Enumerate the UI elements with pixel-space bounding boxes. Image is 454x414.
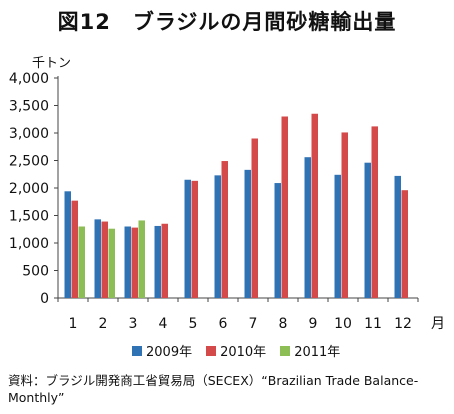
bar-2011-month-3 [138,220,145,298]
bar-2010-month-5 [191,180,198,298]
x-tick-label: 4 [159,316,168,332]
chart-title: 図12 ブラジルの月間砂糖輸出量 [57,10,397,34]
x-tick-label: 6 [219,316,228,332]
x-tick-label: 7 [249,316,258,332]
y-axis-unit-label: 千トン [32,56,72,71]
x-tick-label: 9 [309,316,318,332]
x-tick-label: 1 [69,316,78,332]
legend-label-2011: 2011年 [294,345,341,360]
x-tick-label: 5 [189,316,198,332]
legend-swatch-2009 [132,345,142,356]
x-tick-label: 12 [394,316,412,332]
legend-label-2010: 2010年 [220,345,267,360]
y-tick-label: 3,000 [9,126,49,142]
bar-2010-month-4 [161,223,168,298]
bar-2010-month-6 [221,161,228,298]
bar-2010-month-3 [131,227,138,298]
legend-item-2010: 2010年 [206,341,266,360]
bar-2011-month-2 [108,228,115,298]
y-tick-label: 0 [40,291,49,307]
legend-label-2009: 2009年 [146,345,193,360]
bar-2009-month-2 [94,219,101,298]
bar-2010-month-1 [71,200,78,298]
bar-2010-month-9 [311,113,318,298]
bar-2009-month-6 [214,175,221,298]
source-note: 資料：ブラジル開発商工省貿易局（SECEX）“Brazilian Trade B… [8,373,419,405]
x-axis-unit-label: 月 [431,316,445,332]
x-tick-label: 8 [279,316,288,332]
bar-2010-month-10 [341,132,348,298]
bar-2009-month-11 [364,162,371,298]
bar-2009-month-8 [274,183,281,298]
x-tick-label: 11 [364,316,382,332]
legend-swatch-2010 [206,345,217,356]
bar-2010-month-8 [281,116,288,298]
legend-item-2009: 2009年 [132,341,192,360]
bar-2009-month-10 [334,174,341,298]
x-tick-label: 10 [334,316,352,332]
legend-item-2011: 2011年 [280,341,340,360]
x-tick-label: 3 [129,316,138,332]
y-tick-label: 1,500 [9,209,49,225]
bar-2011-month-1 [78,226,85,298]
y-tick-label: 2,500 [9,154,49,170]
bar-2009-month-3 [124,226,131,298]
legend-swatch-2011 [280,345,291,356]
y-tick-label: 500 [22,264,49,280]
y-tick-label: 1,000 [9,236,49,252]
bar-2009-month-4 [154,225,161,298]
bar-2009-month-12 [394,175,401,298]
bar-2010-month-2 [101,221,108,298]
bar-2010-month-7 [251,138,258,298]
x-tick-label: 2 [99,316,108,332]
bar-2009-month-9 [304,157,311,298]
chart-legend: 2009年 2010年 2011年 [132,341,340,360]
bar-2009-month-7 [244,169,251,298]
bar-2010-month-12 [401,190,408,298]
y-tick-label: 4,000 [9,71,49,87]
bar-2010-month-11 [371,126,378,299]
y-tick-label: 3,500 [9,99,49,115]
bar-2009-month-5 [184,179,191,298]
y-tick-label: 2,000 [9,181,49,197]
bar-2009-month-1 [64,191,71,298]
